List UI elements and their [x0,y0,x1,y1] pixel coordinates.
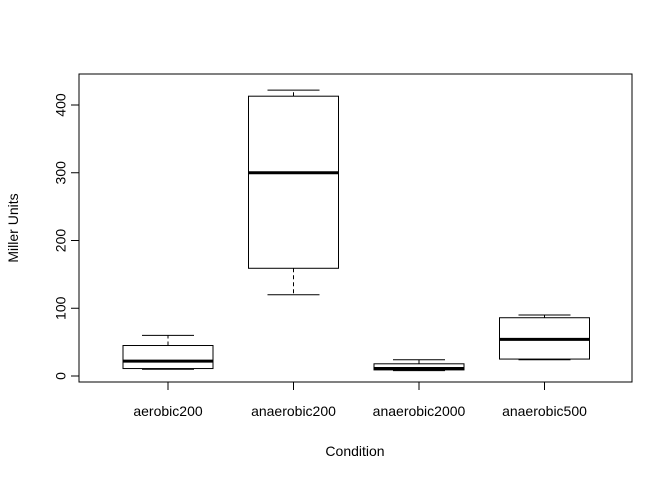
x-axis-label: Condition [325,443,384,459]
x-tick-label: aerobic200 [133,403,202,419]
y-tick-label: 100 [53,296,69,320]
y-axis: 0 100 200 300 400 [53,93,79,380]
box-iqr [248,95,339,269]
x-tick-label: anaerobic2000 [373,403,466,419]
y-tick-label: 400 [53,93,69,117]
boxes-group [122,89,590,372]
box-anaerobic2000 [373,359,465,372]
x-tick-label: anaerobic200 [251,403,336,419]
y-axis-label: Miller Units [5,193,21,262]
box-anaerobic500 [499,314,590,361]
y-tick-label: 300 [53,161,69,185]
x-axis: aerobic200 anaerobic200 anaerobic2000 anaer… [133,382,587,419]
box-anaerobic200 [248,89,339,296]
box-iqr [122,345,214,370]
x-tick-label: anaerobic500 [502,403,587,419]
box-aerobic200 [122,334,214,370]
y-tick-label: 200 [53,229,69,253]
y-tick-label: 0 [53,372,69,380]
plot-frame [78,73,633,383]
